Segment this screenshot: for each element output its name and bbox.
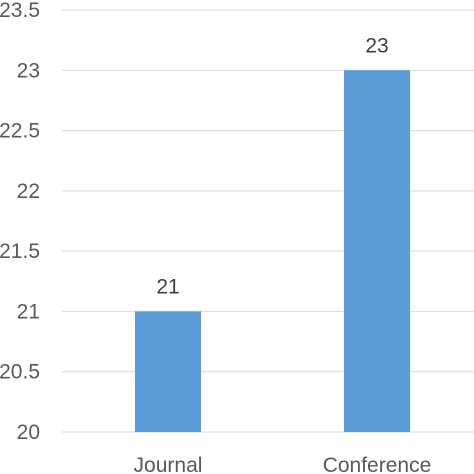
data-label: 21: [156, 275, 179, 298]
y-tick-label: 22: [17, 180, 40, 203]
x-tick-label: Journal: [134, 454, 203, 474]
bars: [135, 70, 410, 433]
labels: 20 20.5 21 21.5 22 22.5 23 23.5 21 Journal 23 Confe…: [0, 0, 431, 474]
y-tick-label: 23: [17, 59, 40, 82]
y-tick-label: 22.5: [0, 120, 40, 143]
gridlines: [62, 9, 474, 433]
x-tick-label: Conference: [323, 454, 432, 474]
y-tick-label: 23.5: [0, 0, 40, 22]
bar-conference: [344, 70, 410, 433]
y-tick-label: 20: [17, 421, 40, 444]
y-tick-label: 21.5: [0, 240, 40, 263]
data-label: 23: [365, 34, 388, 57]
y-tick-label: 21: [17, 300, 40, 323]
bar-journal: [135, 311, 201, 432]
y-tick-label: 20.5: [0, 361, 40, 384]
